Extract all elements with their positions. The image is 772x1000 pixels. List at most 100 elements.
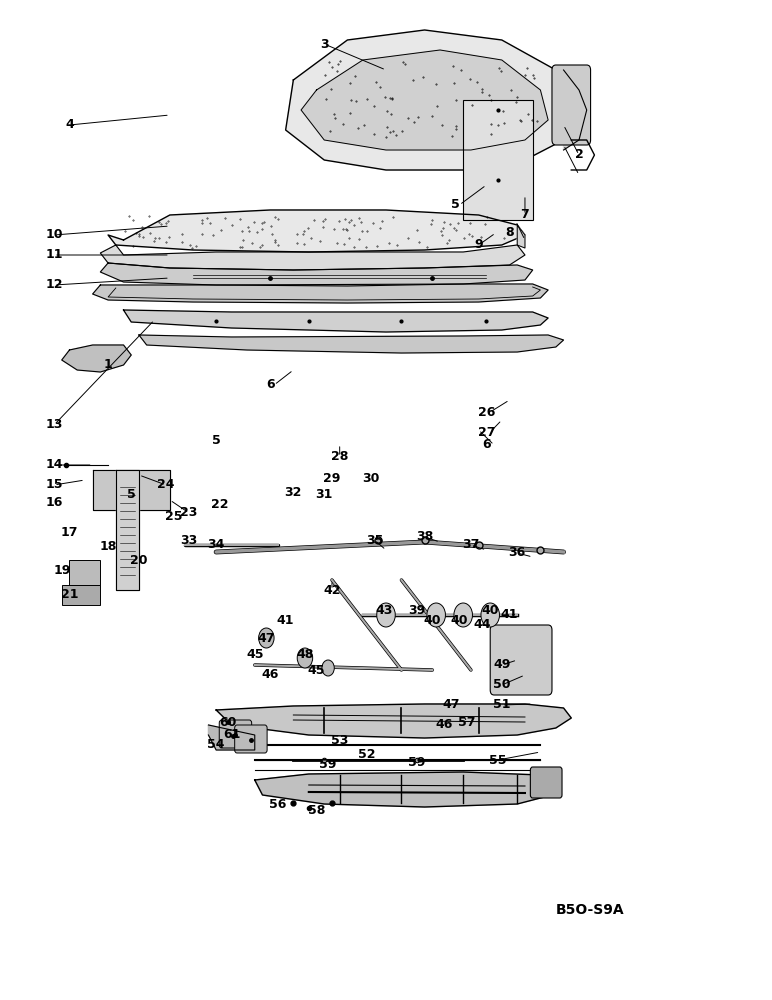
Polygon shape bbox=[62, 345, 131, 372]
Text: 59: 59 bbox=[408, 756, 425, 770]
Text: 52: 52 bbox=[358, 748, 375, 762]
Text: 14: 14 bbox=[46, 458, 63, 472]
FancyBboxPatch shape bbox=[463, 100, 533, 220]
Text: 39: 39 bbox=[408, 603, 425, 616]
Text: 41: 41 bbox=[501, 608, 518, 621]
Text: 33: 33 bbox=[181, 534, 198, 546]
Text: 56: 56 bbox=[269, 798, 286, 812]
FancyBboxPatch shape bbox=[62, 585, 100, 605]
Text: 6: 6 bbox=[482, 438, 491, 452]
Polygon shape bbox=[139, 335, 564, 353]
Text: 12: 12 bbox=[46, 278, 63, 292]
Text: 3: 3 bbox=[320, 38, 329, 51]
Polygon shape bbox=[517, 225, 525, 248]
Text: 47: 47 bbox=[258, 632, 275, 645]
Text: 47: 47 bbox=[443, 698, 460, 712]
Text: 9: 9 bbox=[474, 238, 483, 251]
Text: 60: 60 bbox=[219, 716, 236, 728]
Circle shape bbox=[427, 603, 445, 627]
Text: 32: 32 bbox=[285, 486, 302, 498]
Polygon shape bbox=[100, 263, 533, 286]
Text: 11: 11 bbox=[46, 248, 63, 261]
Polygon shape bbox=[124, 310, 548, 332]
Text: 45: 45 bbox=[308, 664, 325, 676]
Text: 48: 48 bbox=[296, 648, 313, 662]
Text: 36: 36 bbox=[509, 546, 526, 560]
Polygon shape bbox=[208, 725, 255, 750]
Text: 40: 40 bbox=[451, 613, 468, 626]
Text: 20: 20 bbox=[130, 554, 147, 566]
Text: 54: 54 bbox=[208, 738, 225, 752]
Text: 61: 61 bbox=[223, 728, 240, 742]
Circle shape bbox=[259, 628, 274, 648]
Polygon shape bbox=[255, 772, 556, 807]
Text: 6: 6 bbox=[266, 378, 275, 391]
Text: B5O-S9A: B5O-S9A bbox=[556, 903, 625, 917]
Text: 5: 5 bbox=[212, 434, 221, 446]
Circle shape bbox=[481, 603, 499, 627]
Polygon shape bbox=[286, 30, 579, 170]
Text: 30: 30 bbox=[362, 473, 379, 486]
Polygon shape bbox=[93, 284, 548, 303]
Circle shape bbox=[322, 660, 334, 676]
FancyBboxPatch shape bbox=[219, 720, 252, 748]
Polygon shape bbox=[108, 210, 525, 252]
Polygon shape bbox=[93, 470, 170, 510]
Text: 22: 22 bbox=[212, 498, 229, 512]
Text: 34: 34 bbox=[208, 538, 225, 552]
Text: 50: 50 bbox=[493, 678, 510, 692]
Text: 27: 27 bbox=[478, 426, 495, 438]
Text: 51: 51 bbox=[493, 698, 510, 712]
FancyBboxPatch shape bbox=[490, 625, 552, 695]
Text: 46: 46 bbox=[435, 718, 452, 732]
Text: 49: 49 bbox=[493, 658, 510, 672]
Text: 5: 5 bbox=[127, 488, 136, 502]
Circle shape bbox=[377, 603, 395, 627]
Text: 4: 4 bbox=[65, 118, 74, 131]
Text: 35: 35 bbox=[366, 534, 383, 546]
Text: 7: 7 bbox=[520, 209, 530, 222]
Text: 58: 58 bbox=[308, 804, 325, 816]
Text: 31: 31 bbox=[316, 488, 333, 502]
Text: 38: 38 bbox=[416, 530, 433, 544]
Text: 13: 13 bbox=[46, 418, 63, 432]
Text: 8: 8 bbox=[505, 227, 514, 239]
FancyBboxPatch shape bbox=[235, 725, 267, 753]
Text: 5: 5 bbox=[451, 198, 460, 212]
Polygon shape bbox=[100, 245, 525, 270]
Text: 40: 40 bbox=[424, 613, 441, 626]
Polygon shape bbox=[216, 704, 571, 738]
Text: 19: 19 bbox=[53, 564, 70, 576]
Text: 55: 55 bbox=[489, 754, 506, 766]
Text: 29: 29 bbox=[323, 473, 340, 486]
Text: 44: 44 bbox=[474, 618, 491, 632]
Text: 37: 37 bbox=[462, 538, 479, 552]
Circle shape bbox=[297, 648, 313, 668]
Text: 16: 16 bbox=[46, 496, 63, 510]
Text: 57: 57 bbox=[459, 716, 476, 728]
Text: 40: 40 bbox=[482, 603, 499, 616]
Polygon shape bbox=[564, 70, 587, 150]
Text: 1: 1 bbox=[103, 359, 113, 371]
Text: 10: 10 bbox=[46, 229, 63, 241]
FancyBboxPatch shape bbox=[69, 560, 100, 585]
Text: 26: 26 bbox=[478, 406, 495, 418]
Polygon shape bbox=[301, 50, 548, 150]
Text: 2: 2 bbox=[574, 148, 584, 161]
Text: 15: 15 bbox=[46, 479, 63, 491]
Text: 21: 21 bbox=[61, 588, 78, 601]
Text: 43: 43 bbox=[375, 603, 392, 616]
Text: 45: 45 bbox=[246, 648, 263, 662]
Text: 25: 25 bbox=[165, 510, 182, 524]
Text: 24: 24 bbox=[157, 479, 174, 491]
Text: 28: 28 bbox=[331, 450, 348, 464]
Text: 53: 53 bbox=[331, 734, 348, 746]
Circle shape bbox=[454, 603, 472, 627]
Text: 23: 23 bbox=[181, 506, 198, 520]
FancyBboxPatch shape bbox=[530, 767, 562, 798]
Text: 18: 18 bbox=[100, 540, 117, 554]
Text: 41: 41 bbox=[277, 613, 294, 626]
Text: 42: 42 bbox=[323, 584, 340, 596]
Text: 59: 59 bbox=[320, 758, 337, 772]
Text: 46: 46 bbox=[262, 668, 279, 682]
